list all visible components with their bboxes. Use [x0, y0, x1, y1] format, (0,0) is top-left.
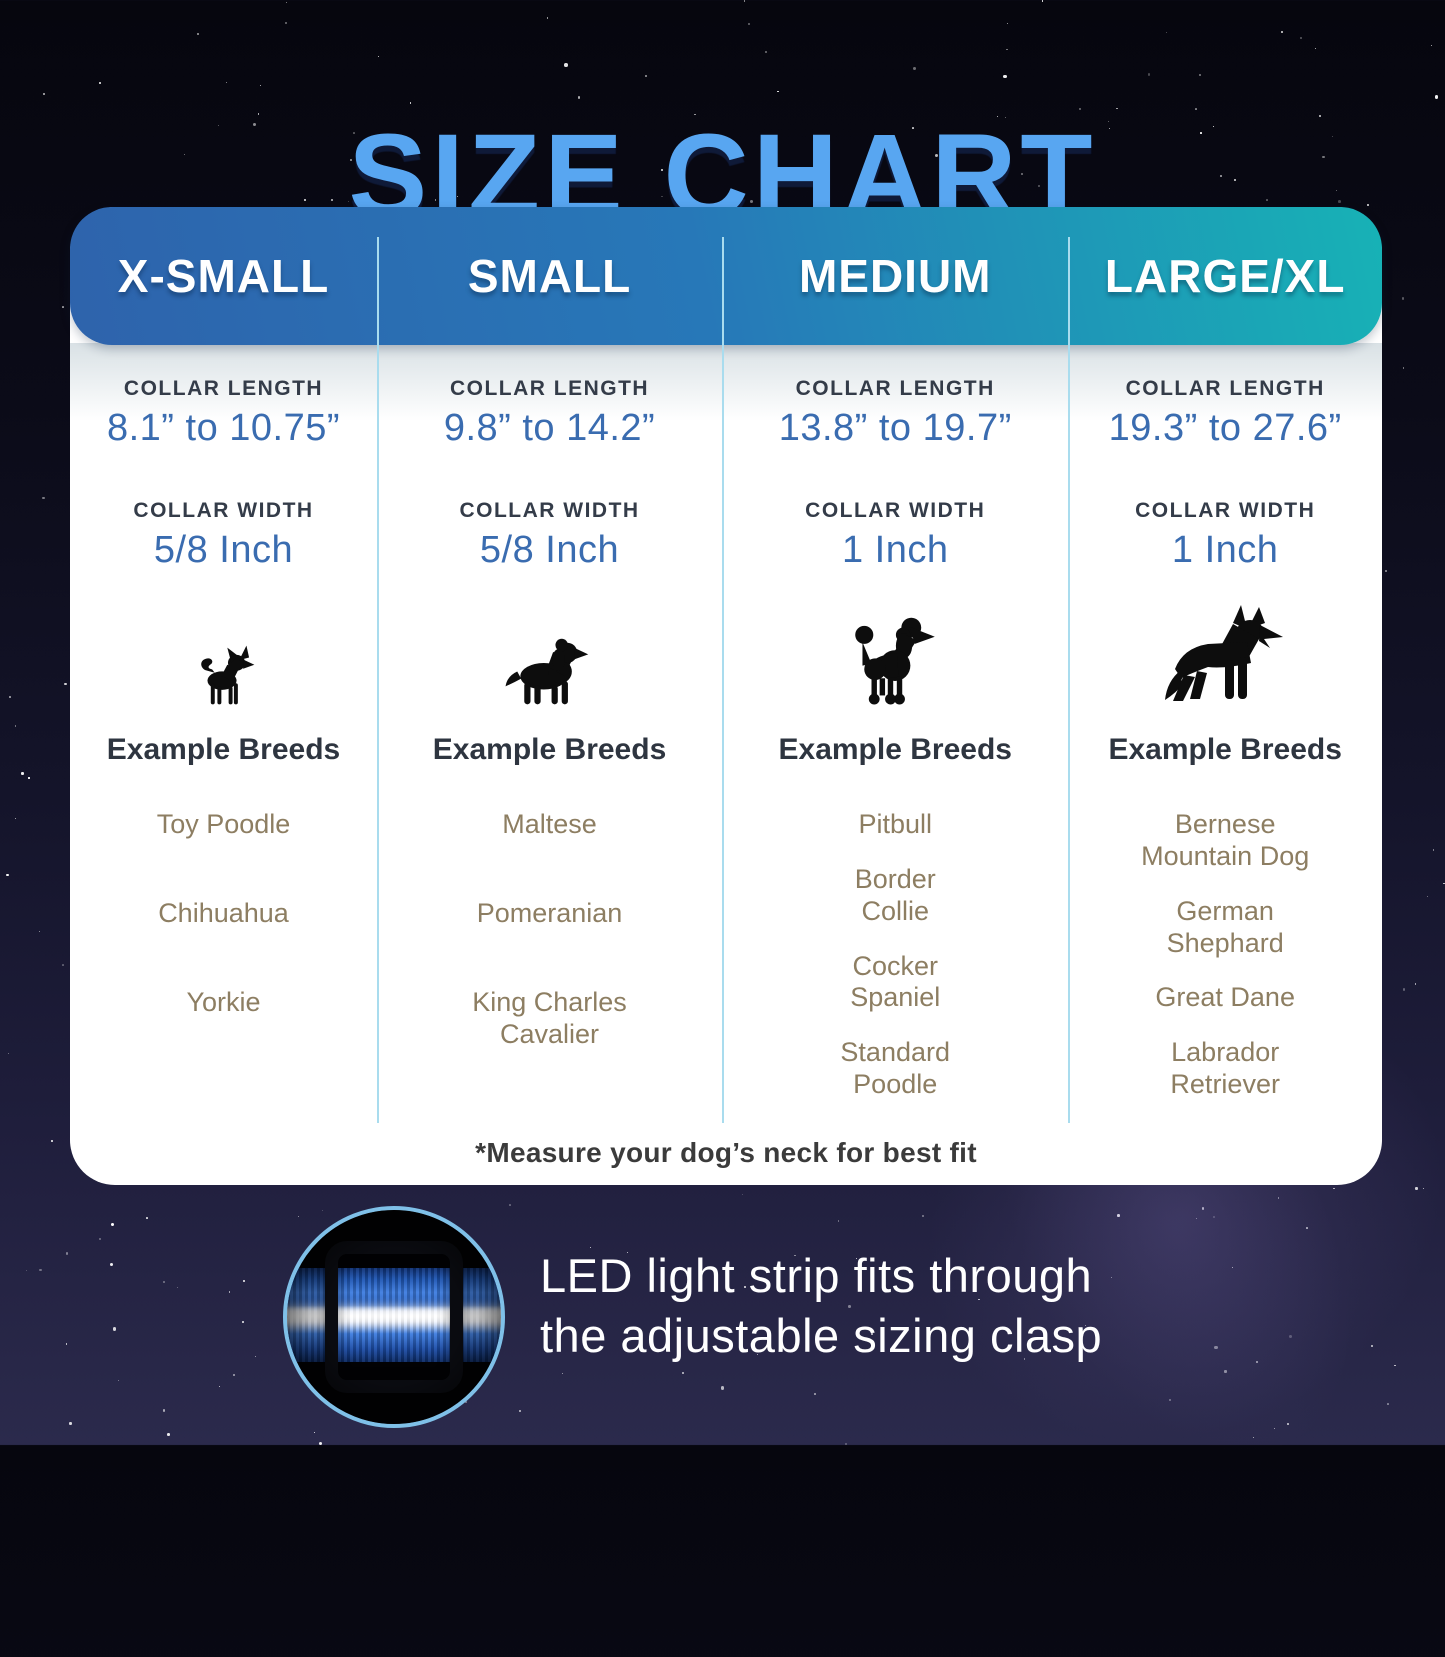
breed-item: Chihuahua: [158, 898, 289, 930]
example-breeds-label: Example Breeds: [722, 733, 1068, 767]
collar-length-label: COLLAR LENGTH: [722, 377, 1068, 401]
column-large-xl: COLLAR LENGTH 19.3” to 27.6” COLLAR WIDT…: [1068, 207, 1382, 1185]
collar-width-label: COLLAR WIDTH: [377, 499, 722, 523]
chihuahua-icon: [70, 573, 377, 709]
collar-length-label: COLLAR LENGTH: [377, 377, 722, 401]
column-small: COLLAR LENGTH 9.8” to 14.2” COLLAR WIDTH…: [377, 207, 722, 1185]
breed-item: Pitbull: [858, 809, 932, 841]
collar-width-value: 5/8 Inch: [70, 529, 377, 572]
measure-footnote: *Measure your dog’s neck for best fit: [70, 1137, 1382, 1169]
collar-width-label: COLLAR WIDTH: [722, 499, 1068, 523]
collar-length-label: COLLAR LENGTH: [70, 377, 377, 401]
german-shepherd-icon: [1068, 573, 1382, 709]
led-collar-clasp-photo: [283, 1206, 505, 1428]
collar-length-value: 19.3” to 27.6”: [1068, 407, 1382, 450]
collar-width-value: 1 Inch: [1068, 529, 1382, 572]
collar-width-label: COLLAR WIDTH: [70, 499, 377, 523]
breed-item: Border Collie: [855, 864, 936, 928]
column-x-small: COLLAR LENGTH 8.1” to 10.75” COLLAR WIDT…: [70, 207, 377, 1185]
collar-length-value: 13.8” to 19.7”: [722, 407, 1068, 450]
size-chart-card: X-SMALL SMALL MEDIUM LARGE/XL COLLAR LEN…: [70, 207, 1382, 1185]
led-caption-text: LED light strip fits through the adjusta…: [540, 1246, 1380, 1366]
breed-item: Labrador Retriever: [1170, 1037, 1280, 1101]
collar-length-label: COLLAR LENGTH: [1068, 377, 1382, 401]
breed-item: Cocker Spaniel: [850, 951, 940, 1015]
example-breeds-label: Example Breeds: [70, 733, 377, 767]
poodle-icon: [722, 573, 1068, 709]
collar-width-value: 1 Inch: [722, 529, 1068, 572]
breed-item: Maltese: [502, 809, 597, 841]
breed-item: German Shephard: [1167, 896, 1284, 960]
cavalier-spaniel-icon: [377, 573, 722, 709]
collar-length-value: 9.8” to 14.2”: [377, 407, 722, 450]
breed-item: King Charles Cavalier: [472, 987, 627, 1051]
collar-width-value: 5/8 Inch: [377, 529, 722, 572]
example-breeds-label: Example Breeds: [377, 733, 722, 767]
photo-vignette: [287, 1210, 501, 1424]
breed-item: Pomeranian: [477, 898, 623, 930]
breed-item: Standard Poodle: [840, 1037, 950, 1101]
breed-item: Great Dane: [1155, 982, 1295, 1014]
collar-width-label: COLLAR WIDTH: [1068, 499, 1382, 523]
collar-length-value: 8.1” to 10.75”: [70, 407, 377, 450]
example-breeds-label: Example Breeds: [1068, 733, 1382, 767]
breed-item: Bernese Mountain Dog: [1141, 809, 1309, 873]
column-medium: COLLAR LENGTH 13.8” to 19.7” COLLAR WIDT…: [722, 207, 1068, 1185]
breed-item: Toy Poodle: [157, 809, 291, 841]
breed-item: Yorkie: [186, 987, 260, 1019]
